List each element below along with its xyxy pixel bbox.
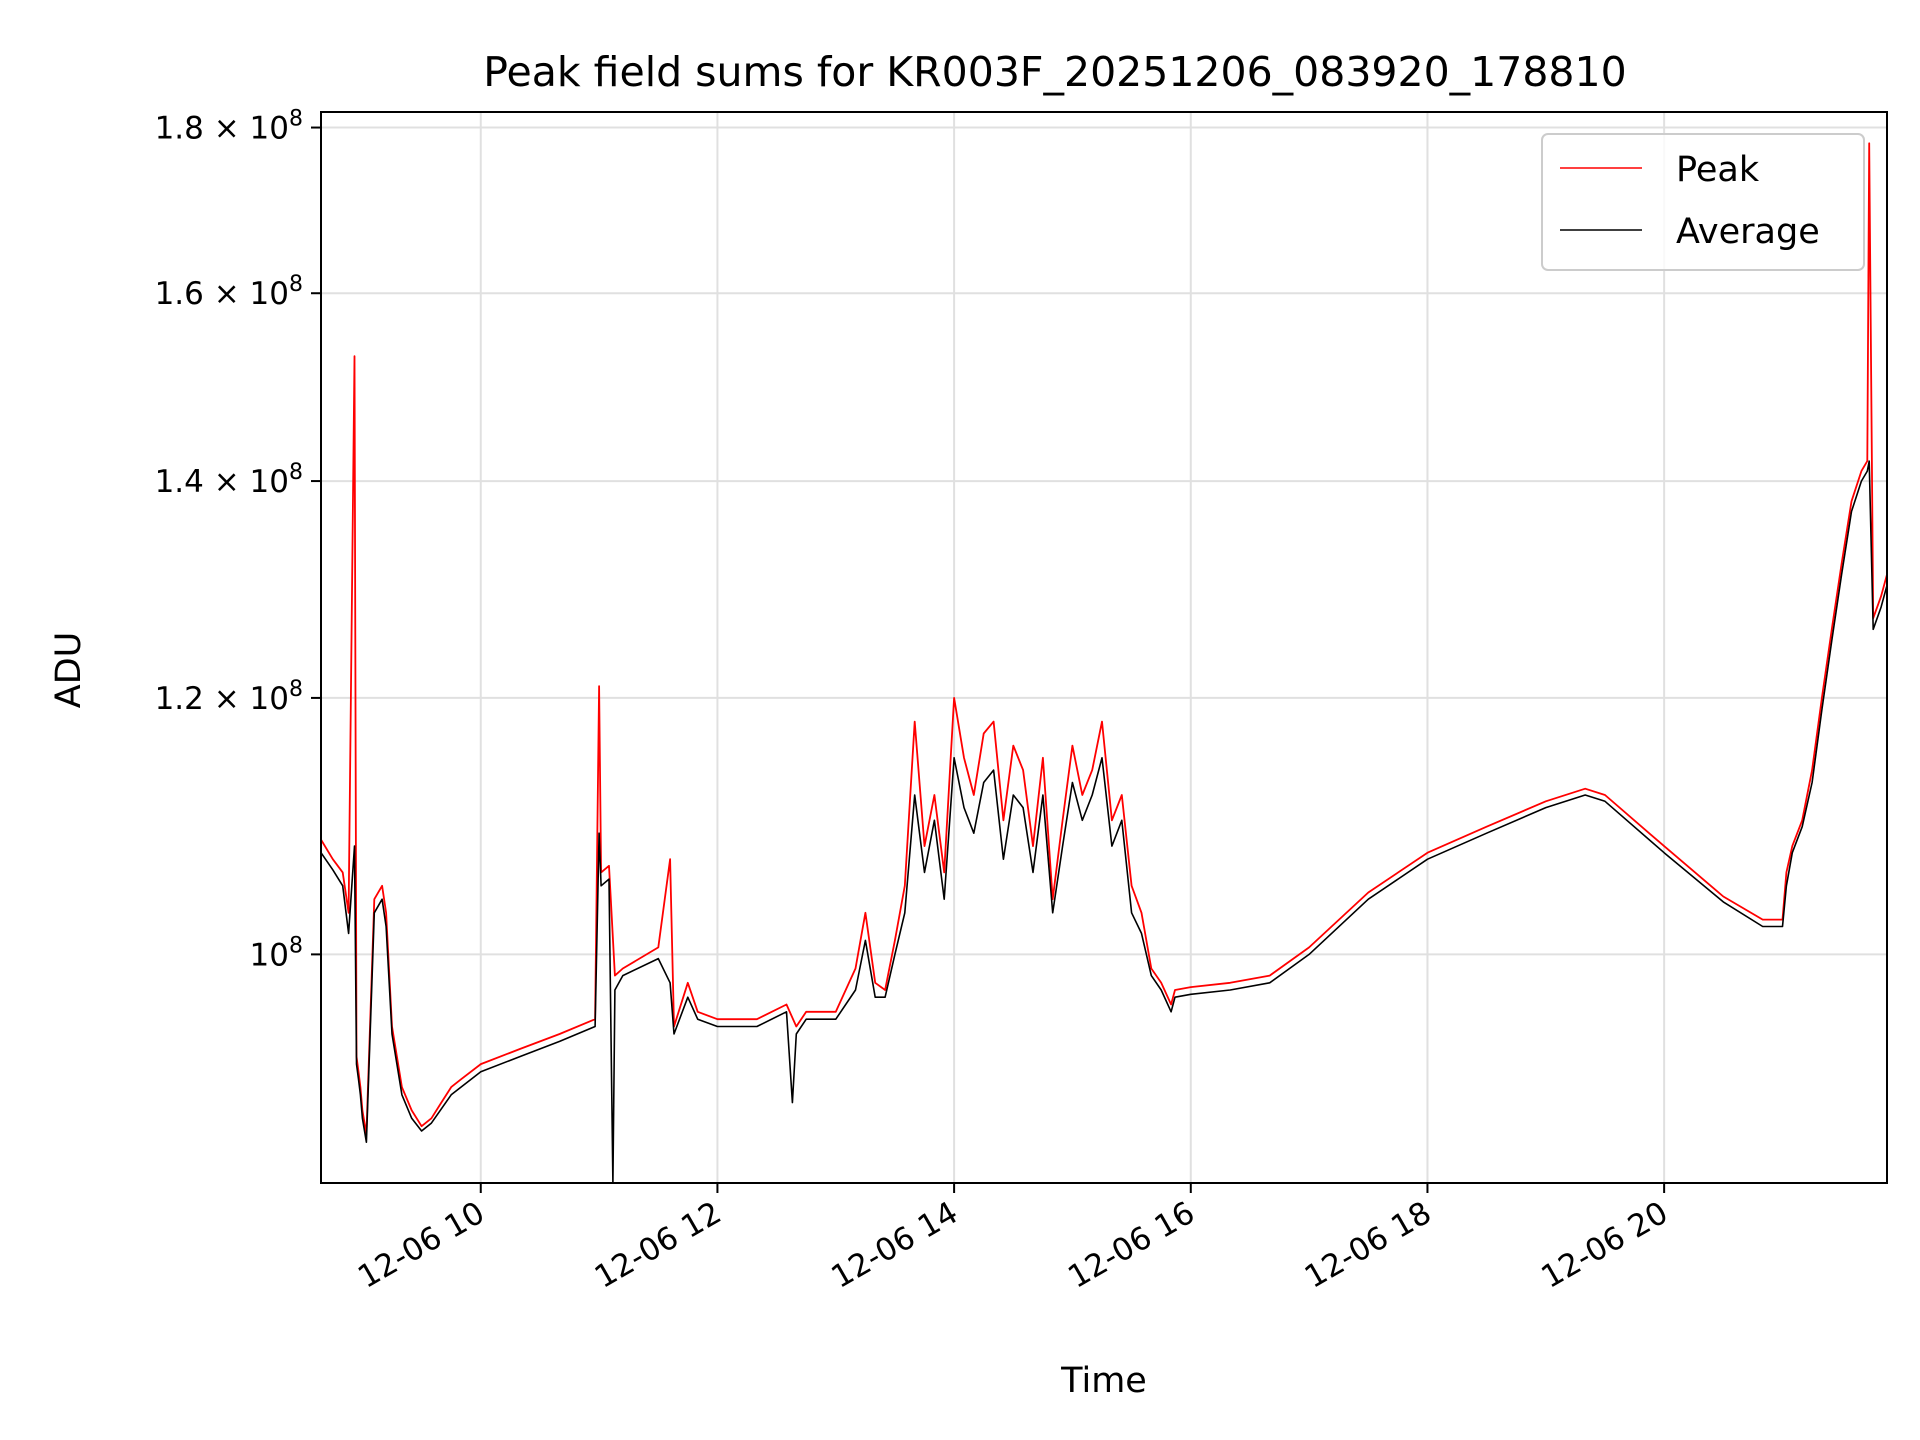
y-axis: 108 1.2 × 108 1.4 × 108 1.6 × 108 1.8 × 108 xyxy=(155,107,321,973)
legend-label-average: Average xyxy=(1676,212,1820,252)
y-tick-label: 1.2 × 108 xyxy=(155,677,303,717)
y-tick-label: 1.4 × 108 xyxy=(155,460,303,500)
chart-title: Peak field sums for KR003F_20251206_0839… xyxy=(483,48,1626,96)
y-tick-label: 1.8 × 108 xyxy=(155,107,303,147)
series-layer xyxy=(320,142,1888,1184)
series-line-average xyxy=(320,460,1888,1184)
legend: Peak Average xyxy=(1541,133,1865,271)
series-line-peak xyxy=(320,142,1888,1136)
y-tick-label: 108 xyxy=(250,933,303,973)
y-axis-label: ADU xyxy=(49,632,89,709)
grid-lines xyxy=(321,112,1887,1183)
legend-label-peak: Peak xyxy=(1676,150,1760,190)
x-axis-label: Time xyxy=(1060,1361,1147,1401)
plot-frame xyxy=(320,111,1888,1184)
y-tick-label: 1.6 × 108 xyxy=(155,272,303,312)
